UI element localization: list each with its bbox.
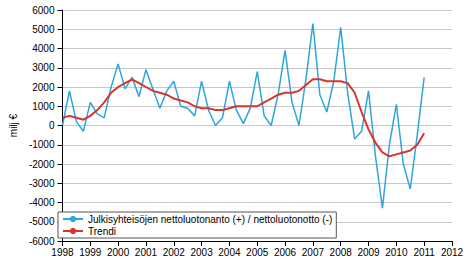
svg-text:2006: 2006 [274, 247, 297, 258]
svg-text:-6000: -6000 [29, 236, 55, 247]
svg-text:2005: 2005 [246, 247, 269, 258]
svg-text:1000: 1000 [32, 101, 55, 112]
svg-text:milj €: milj € [8, 113, 19, 137]
svg-text:0: 0 [49, 120, 55, 131]
svg-text:2010: 2010 [385, 247, 408, 258]
svg-text:2003: 2003 [190, 247, 213, 258]
svg-text:5000: 5000 [32, 24, 55, 35]
svg-text:6000: 6000 [32, 5, 55, 16]
svg-text:-3000: -3000 [29, 178, 55, 189]
svg-text:1999: 1999 [79, 247, 102, 258]
svg-text:-5000: -5000 [29, 216, 55, 227]
svg-text:4000: 4000 [32, 43, 55, 54]
svg-text:2012: 2012 [441, 247, 464, 258]
svg-text:-4000: -4000 [29, 197, 55, 208]
svg-text:Trendi: Trendi [88, 226, 116, 237]
svg-text:2004: 2004 [218, 247, 241, 258]
svg-text:2000: 2000 [107, 247, 130, 258]
svg-text:2009: 2009 [357, 247, 380, 258]
svg-text:3000: 3000 [32, 62, 55, 73]
svg-text:2007: 2007 [302, 247, 325, 258]
svg-text:-2000: -2000 [29, 159, 55, 170]
svg-text:2002: 2002 [163, 247, 186, 258]
svg-text:-1000: -1000 [29, 139, 55, 150]
svg-text:2011: 2011 [413, 247, 435, 258]
svg-text:2000: 2000 [32, 82, 55, 93]
svg-text:2008: 2008 [330, 247, 353, 258]
svg-text:Julkisyhteisöjen nettoluotonan: Julkisyhteisöjen nettoluotonanto (+) / n… [88, 214, 332, 225]
svg-text:1998: 1998 [51, 247, 74, 258]
svg-text:2001: 2001 [135, 247, 158, 258]
